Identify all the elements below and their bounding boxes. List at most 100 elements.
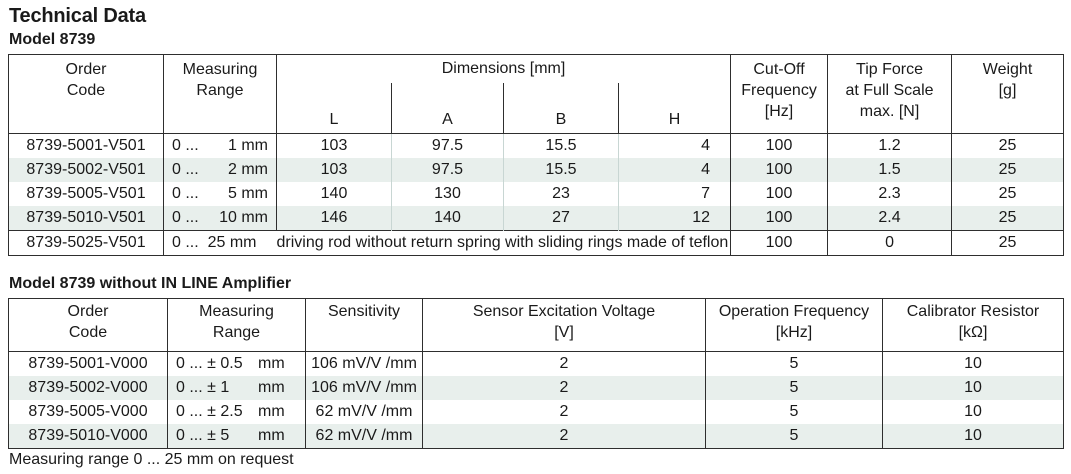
table-row: 8739-5005-V000 0 ... ± 2.5 mm 62 mV/V /mm… <box>8 400 1064 424</box>
measuring-range: 0 ... 1 mm <box>163 133 277 158</box>
sensitivity: 62 mV/V /mm <box>305 424 423 449</box>
cutoff-frequency: 100 <box>730 133 829 158</box>
table-row: 8739-5010-V000 0 ... ± 5 mm 62 mV/V /mm 2… <box>8 424 1064 449</box>
header-order-code-line2: Code <box>68 324 108 341</box>
order-code: 8739-5025-V501 <box>8 230 164 256</box>
range-value: 0 ... ± 2.5 <box>176 403 243 420</box>
header-dim-A: A <box>391 83 504 133</box>
range-unit: mm <box>258 427 285 444</box>
range-value: 5 mm <box>228 185 268 202</box>
table-row: 8739-5002-V000 0 ... ± 1 mm 106 mV/V /mm … <box>8 376 1064 400</box>
header-cutoff-line1: Cut-Off <box>753 61 805 78</box>
cutoff-frequency: 100 <box>730 158 829 182</box>
header-cutoff-line3: [Hz] <box>764 103 794 120</box>
header-cutoff: Cut-Off Frequency [Hz] <box>730 54 829 133</box>
range-value: 0 ... ± 0.5 <box>176 355 243 372</box>
dim-A: 140 <box>391 206 504 231</box>
dim-A: 97.5 <box>391 133 504 158</box>
dim-L: 103 <box>276 158 392 182</box>
header-measuring-range: Measuring Range <box>167 298 306 352</box>
header-range-line2: Range <box>212 324 261 341</box>
header-opfreq-line2: [kHz] <box>775 324 813 341</box>
header-order-code-line2: Code <box>66 82 106 99</box>
range-value: 10 mm <box>219 209 268 226</box>
calibrator-resistor: 10 <box>882 376 1064 400</box>
measuring-range: 0 ... ± 5 mm <box>167 424 306 449</box>
range-prefix: 0 ... <box>172 185 199 202</box>
footnote: Measuring range 0 ... 25 mm on request <box>9 451 294 468</box>
header-weight-line1: Weight <box>982 61 1033 78</box>
dim-B: 15.5 <box>503 158 619 182</box>
range-prefix: 0 ... <box>172 161 199 178</box>
measuring-range: 0 ... ± 2.5 mm <box>167 400 306 424</box>
dim-H: 4 <box>618 158 732 182</box>
header-tip-line3: max. [N] <box>859 103 920 120</box>
header-order-code: Order Code <box>8 298 168 352</box>
header-calibrator-line1: Calibrator Resistor <box>906 303 1040 320</box>
dim-B: 15.5 <box>503 133 619 158</box>
order-code: 8739-5005-V000 <box>8 400 168 424</box>
dim-L: 146 <box>276 206 392 231</box>
header-dimensions: Dimensions [mm] <box>276 54 732 83</box>
measuring-range: 0 ... 10 mm <box>163 206 277 231</box>
page-title: Technical Data <box>9 5 146 27</box>
header-sensitivity: Sensitivity <box>305 298 423 352</box>
header-range-line1: Measuring <box>199 303 274 320</box>
header-operation-frequency: Operation Frequency [kHz] <box>705 298 883 352</box>
range-value: 2 mm <box>228 161 268 178</box>
table-header-row: Order Code Measuring Range Dimensions [m… <box>8 54 1064 133</box>
header-measuring-range: Measuring Range <box>163 54 277 133</box>
range-value: 0 ... ± 5 <box>176 427 230 444</box>
header-calibrator-resistor: Calibrator Resistor [kΩ] <box>882 298 1064 352</box>
special-note: driving rod without return spring with s… <box>276 230 732 256</box>
header-weight: Weight [g] <box>952 55 1064 134</box>
calibrator-resistor: 10 <box>964 403 982 420</box>
range-unit: mm <box>258 355 285 372</box>
operation-frequency: 5 <box>705 400 883 424</box>
tip-force: 2.3 <box>827 182 953 206</box>
measuring-range: 0 ... 5 mm <box>163 182 277 206</box>
tip-force: 1.2 <box>827 133 953 158</box>
header-opfreq-line1: Operation Frequency <box>718 303 870 320</box>
table-row: 8739-5001-V000 0 ... ± 0.5 mm 106 mV/V /m… <box>8 351 1064 376</box>
header-range-line1: Measuring <box>182 61 258 78</box>
dim-L: 103 <box>276 133 392 158</box>
operation-frequency: 5 <box>705 351 883 376</box>
order-code: 8739-5001-V000 <box>8 351 168 376</box>
tip-force: 1.5 <box>827 158 953 182</box>
cutoff-frequency: 100 <box>730 230 829 256</box>
operation-frequency: 5 <box>705 424 883 449</box>
dim-B: 27 <box>503 206 619 231</box>
range-unit: mm <box>258 379 285 396</box>
measuring-range: 0 ... 25 mm <box>163 230 277 256</box>
sensitivity: 106 mV/V /mm <box>305 376 423 400</box>
order-code: 8739-5002-V501 <box>8 158 164 182</box>
sensitivity: 62 mV/V /mm <box>305 400 423 424</box>
range-unit: mm <box>258 403 285 420</box>
calibrator-resistor: 10 <box>882 424 1064 449</box>
excitation-voltage: 2 <box>422 424 706 449</box>
calibrator-resistor: 10 <box>964 355 982 372</box>
table-row: 8739-5001-V501 0 ... 1 mm 103 97.5 15.5 4… <box>8 133 1064 158</box>
header-dim-H: H <box>618 83 732 133</box>
header-excitation-line1: Sensor Excitation Voltage <box>472 303 656 320</box>
order-code: 8739-5001-V501 <box>8 133 164 158</box>
weight: 25 <box>951 206 1064 231</box>
measuring-range: 0 ... 2 mm <box>163 158 277 182</box>
header-order-code-line1: Order <box>67 303 109 320</box>
header-dim-L: L <box>276 83 392 133</box>
header-weight-line2: [g] <box>998 82 1017 99</box>
dim-A: 130 <box>391 182 504 206</box>
dim-B: 23 <box>503 182 619 206</box>
table-row: 8739-5010-V501 0 ... 10 mm 146 140 27 12 … <box>8 206 1064 231</box>
weight: 25 <box>998 185 1017 202</box>
cutoff-frequency: 100 <box>730 206 829 231</box>
order-code: 8739-5002-V000 <box>8 376 168 400</box>
range-value: 1 mm <box>228 137 268 154</box>
header-excitation-line2: [V] <box>554 324 574 341</box>
header-calibrator-line2: [kΩ] <box>958 324 988 341</box>
header-tip-force: Tip Force at Full Scale max. [N] <box>827 54 953 133</box>
model-8739-table: Order Code Measuring Range Dimensions [m… <box>8 54 1065 256</box>
dim-A: 97.5 <box>391 158 504 182</box>
table-row: 8739-5002-V501 0 ... 2 mm 103 97.5 15.5 4… <box>8 158 1064 182</box>
